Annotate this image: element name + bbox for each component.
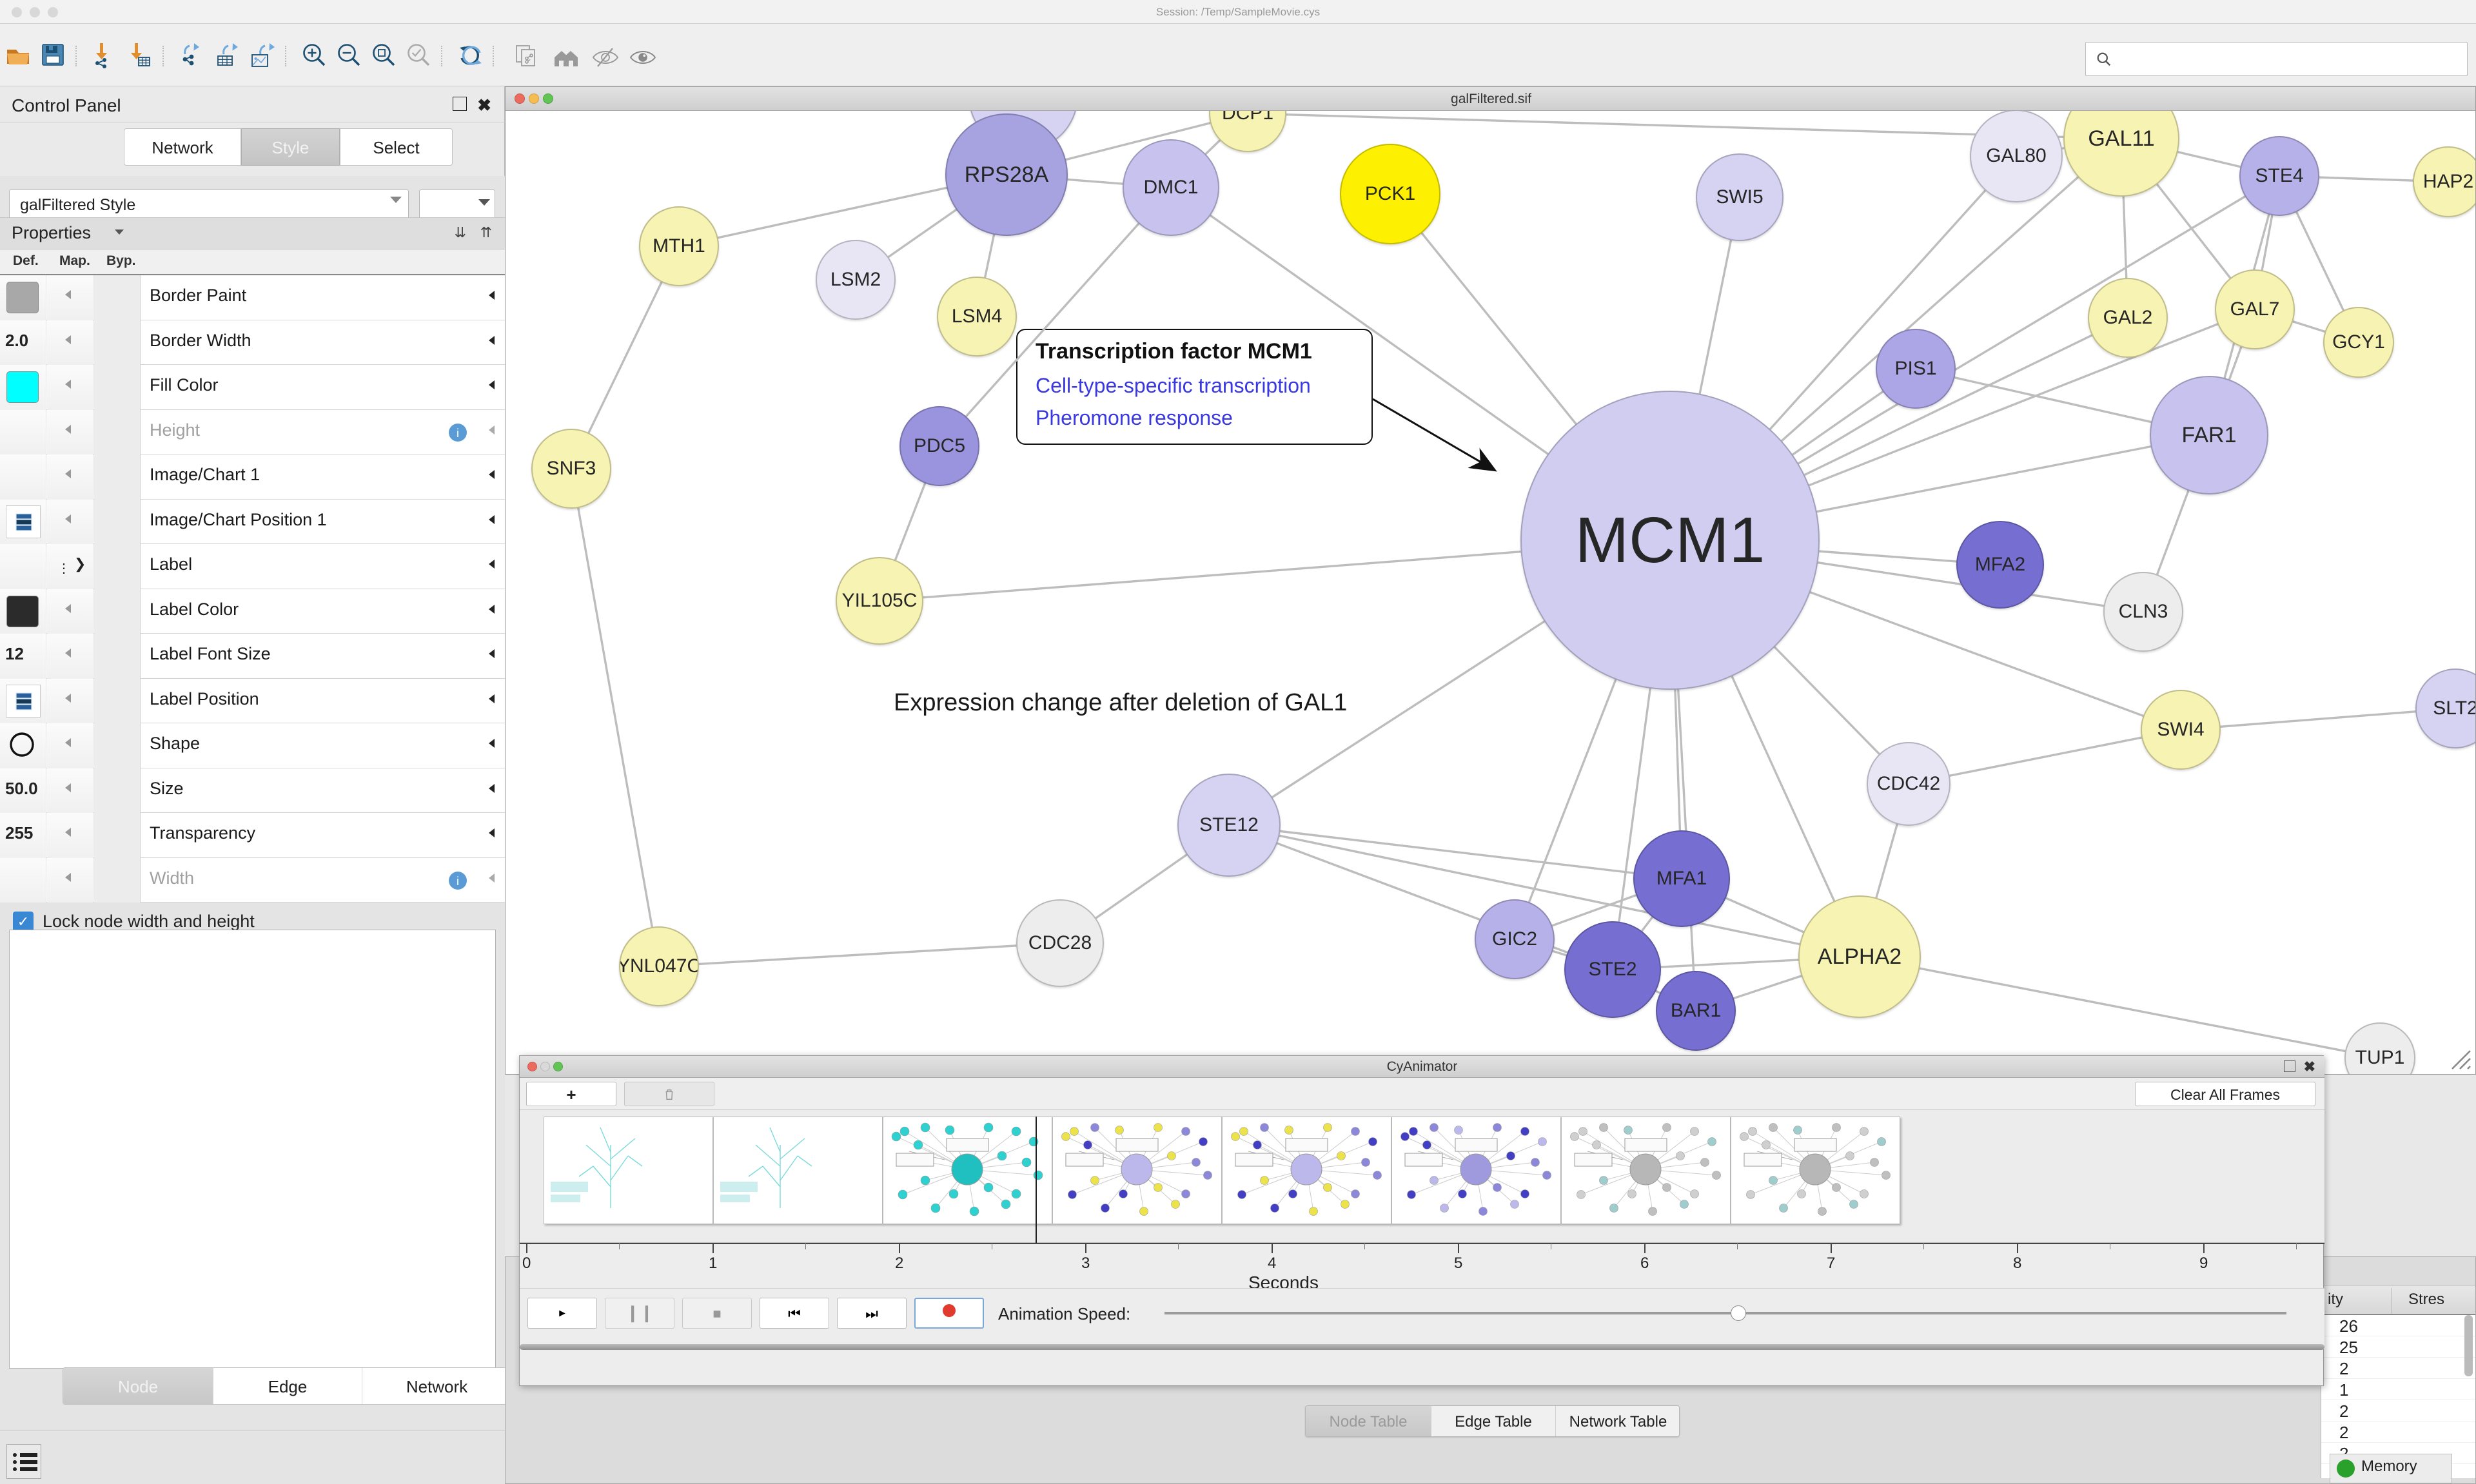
svg-text:i: i: [457, 875, 459, 888]
svg-text:i: i: [457, 427, 459, 440]
